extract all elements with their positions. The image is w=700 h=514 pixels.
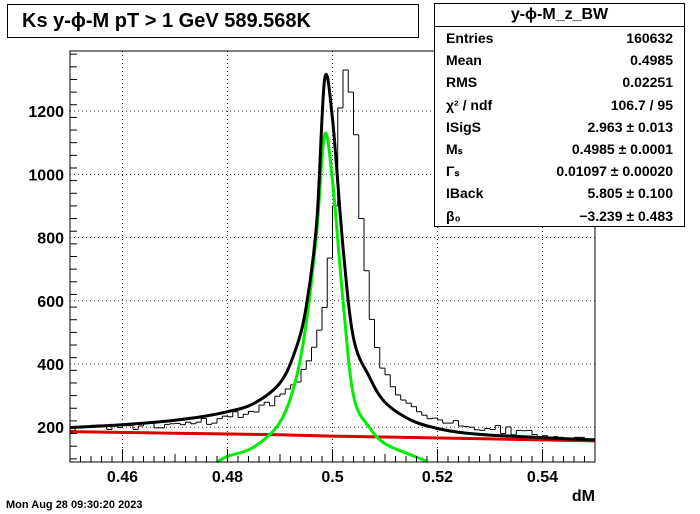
stats-label: β₀ — [446, 207, 461, 224]
stats-value: 5.805 ± 0.100 — [587, 185, 673, 202]
x-tick-label: 0.46 — [107, 469, 138, 486]
stats-value: 0.01097 ± 0.00020 — [556, 163, 673, 180]
stats-value: 0.4985 ± 0.0001 — [571, 140, 673, 157]
stats-value: 2.963 ± 0.013 — [587, 118, 673, 135]
y-tick-label: 600 — [37, 294, 64, 311]
stats-label: IBack — [446, 185, 484, 202]
stats-row: Mean 0.4985 — [435, 49, 684, 71]
stats-row: RMS 0.02251 — [435, 71, 684, 93]
stats-label: χ² / ndf — [446, 96, 493, 113]
stats-label: Mₛ — [446, 140, 463, 157]
stats-label: Γₛ — [446, 163, 460, 180]
stats-row: ISigS 2.963 ± 0.013 — [435, 116, 684, 138]
stats-label: RMS — [446, 74, 478, 91]
stats-value: 0.4985 — [630, 52, 673, 69]
x-tick-label: 0.54 — [527, 469, 558, 486]
axis-ticks: 0.46 0.48 0.5 0.52 0.54 200 400 600 800 1000 1200 — [28, 53, 596, 486]
stats-label: ISigS — [446, 118, 482, 135]
stats-box: y-ϕ-M_z_BW Entries 160632 Mean 0.4985 RMS 0… — [434, 3, 685, 227]
x-axis-label: dM — [572, 488, 595, 505]
stats-row: Entries 160632 — [435, 27, 684, 49]
y-tick-label: 1000 — [28, 167, 64, 184]
signal-curve — [216, 131, 428, 464]
stats-value: 160632 — [626, 30, 673, 46]
x-tick-label: 0.48 — [212, 469, 243, 486]
fit-curves — [69, 72, 596, 464]
stats-value: 106.7 / 95 — [610, 96, 673, 113]
stats-row: Γₛ 0.01097 ± 0.00020 — [435, 160, 684, 182]
stats-row: Mₛ 0.4985 ± 0.0001 — [435, 138, 684, 160]
stats-rows: Entries 160632 Mean 0.4985 RMS 0.02251 χ² /… — [435, 27, 684, 227]
stats-row: IBack 5.805 ± 0.100 — [435, 182, 684, 204]
x-tick-label: 0.5 — [321, 469, 343, 486]
y-tick-label: 400 — [37, 357, 64, 374]
timestamp-footer: Mon Aug 28 09:30:20 2023 — [6, 499, 143, 511]
total-fit-curve — [69, 72, 596, 442]
stats-label: Mean — [446, 52, 482, 69]
stats-title: y-ϕ-M_z_BW — [435, 4, 684, 27]
background-curve — [69, 430, 596, 443]
y-tick-label: 200 — [37, 420, 64, 437]
y-tick-label: 800 — [37, 231, 64, 248]
stats-row: χ² / ndf 106.7 / 95 — [435, 94, 684, 116]
stats-label: Entries — [446, 30, 494, 46]
chart-title: Ks y-ϕ-M pT > 1 GeV 589.568K — [7, 4, 419, 38]
y-tick-label: 1200 — [28, 104, 64, 121]
stats-row: β₀ −3.239 ± 0.483 — [435, 205, 684, 227]
stats-value: −3.239 ± 0.483 — [579, 207, 673, 224]
x-tick-label: 0.52 — [422, 469, 453, 486]
stats-value: 0.02251 — [622, 74, 673, 91]
